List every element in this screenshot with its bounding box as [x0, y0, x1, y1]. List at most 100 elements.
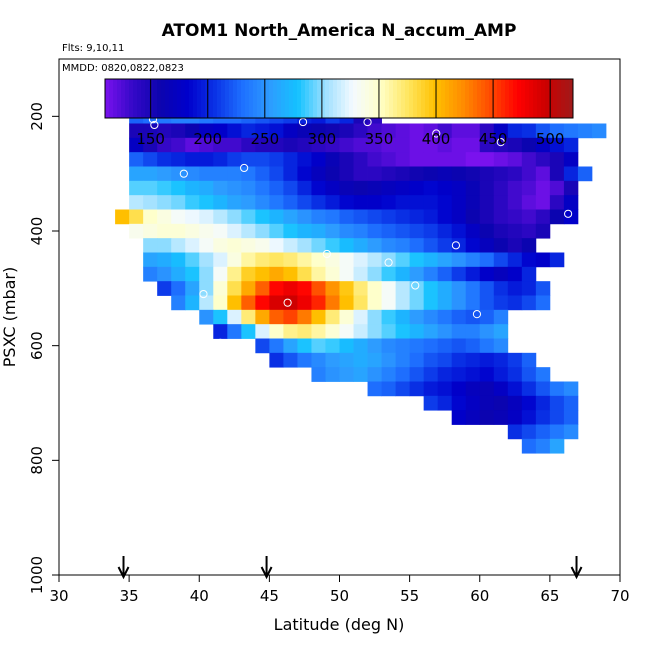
heatmap-cell — [213, 180, 228, 196]
heatmap-cell — [409, 137, 425, 153]
heatmap-cell — [283, 309, 298, 325]
heatmap-cell — [381, 209, 396, 225]
heatmap-cell — [479, 137, 495, 153]
colorbar-segment — [557, 79, 562, 118]
heatmap-cell — [437, 395, 453, 411]
heatmap-cell — [339, 152, 354, 167]
heatmap-cell — [493, 309, 509, 325]
heatmap-cell — [227, 123, 242, 139]
heatmap-cell — [381, 281, 396, 296]
x-tick-label: 60 — [470, 587, 489, 605]
heatmap-cell — [451, 266, 467, 282]
heatmap-cell — [311, 209, 326, 225]
heatmap-cell — [311, 166, 326, 182]
colorbar-segment — [445, 79, 450, 118]
heatmap-cell — [493, 395, 509, 411]
arrow-markers — [117, 556, 583, 580]
heatmap-cell — [227, 209, 242, 225]
heatmap-cell — [325, 266, 340, 282]
heatmap-cell — [465, 381, 481, 397]
heatmap-cell — [171, 281, 186, 296]
heatmap-cell — [353, 281, 368, 296]
heatmap-cell — [143, 223, 158, 239]
heatmap-cell — [437, 352, 453, 368]
heatmap-cell — [311, 180, 326, 196]
heatmap-cell — [353, 238, 368, 253]
heatmap-cell — [213, 137, 228, 153]
heatmap-cell — [451, 252, 467, 268]
heatmap-cell — [451, 223, 467, 239]
heatmap-cell — [185, 152, 200, 167]
heatmap-cell — [241, 252, 256, 268]
heatmap-cell — [367, 195, 382, 210]
colorbar-segment — [421, 79, 426, 118]
heatmap-cell — [185, 137, 200, 153]
heatmap-cell — [213, 223, 228, 239]
heatmap-cell — [493, 266, 509, 282]
heatmap-cell — [549, 395, 565, 411]
heatmap-cell — [241, 180, 256, 196]
heatmap-cell — [269, 338, 284, 354]
heatmap-cell — [549, 209, 565, 225]
heatmap-cell — [395, 137, 411, 153]
heatmap-cell — [465, 152, 481, 167]
heatmap-cell — [535, 295, 551, 311]
heatmap-cell — [269, 152, 284, 167]
heatmap-cell — [129, 223, 144, 239]
heatmap-cell — [255, 180, 270, 196]
heatmap-cell — [563, 424, 579, 440]
heatmap-cell — [297, 295, 312, 311]
heatmap-cell — [339, 352, 354, 368]
heatmap-cell — [199, 295, 214, 311]
heatmap-cell — [325, 137, 340, 153]
heatmap-cell — [171, 252, 186, 268]
colorbar-segment — [185, 79, 190, 118]
heatmap-cell — [437, 266, 453, 282]
heatmap-cell — [353, 252, 368, 268]
heatmap-cell — [339, 166, 354, 182]
heatmap-cell — [535, 252, 551, 268]
colorbar: 150 200 250 300 350 400 450 500 — [104, 78, 574, 148]
heatmap-cell — [535, 381, 551, 397]
heatmap-cell — [395, 266, 411, 282]
heatmap-cell — [199, 123, 214, 139]
heatmap-cell — [283, 281, 298, 296]
colorbar-segment — [365, 79, 370, 118]
heatmap-cell — [479, 410, 495, 425]
heatmap-cell — [395, 381, 411, 397]
heatmap-cell — [409, 180, 425, 196]
heatmap-cell — [227, 252, 242, 268]
heatmap-cell — [465, 123, 481, 139]
heatmap-cell — [213, 195, 228, 210]
heatmap-cell — [339, 295, 354, 311]
heatmap-cell — [451, 395, 467, 411]
heatmap-cell — [479, 295, 495, 311]
heatmap-cell — [521, 410, 537, 425]
heatmap-cell — [451, 338, 467, 354]
colorbar-segment — [321, 79, 326, 118]
heatmap-cell — [325, 152, 340, 167]
colorbar-segment — [381, 79, 386, 118]
heatmap-cell — [549, 180, 565, 196]
heatmap-cell — [339, 209, 354, 225]
colorbar-tick-label: 150 — [136, 130, 165, 148]
heatmap-cell — [479, 352, 495, 368]
heatmap-cell — [507, 238, 523, 253]
heatmap-cell — [493, 410, 509, 425]
chart-title: ATOM1 North_America N_accum_AMP — [162, 21, 517, 41]
heatmap-cell — [325, 166, 340, 182]
heatmap-cell — [353, 152, 368, 167]
heatmap-cell — [185, 295, 200, 311]
colorbar-segment — [257, 79, 262, 118]
colorbar-segment — [513, 79, 518, 118]
heatmap-cell — [157, 281, 172, 296]
heatmap-cell — [171, 295, 186, 311]
heatmap-cell — [381, 137, 396, 153]
heatmap-cell — [311, 281, 326, 296]
heatmap-cell — [437, 381, 453, 397]
x-axis: 30 35 40 45 50 55 60 65 70 — [49, 575, 630, 605]
heatmap-cell — [423, 195, 439, 210]
heatmap-cell — [535, 195, 551, 210]
heatmap-cell — [227, 195, 242, 210]
heatmap-cell — [339, 223, 354, 239]
